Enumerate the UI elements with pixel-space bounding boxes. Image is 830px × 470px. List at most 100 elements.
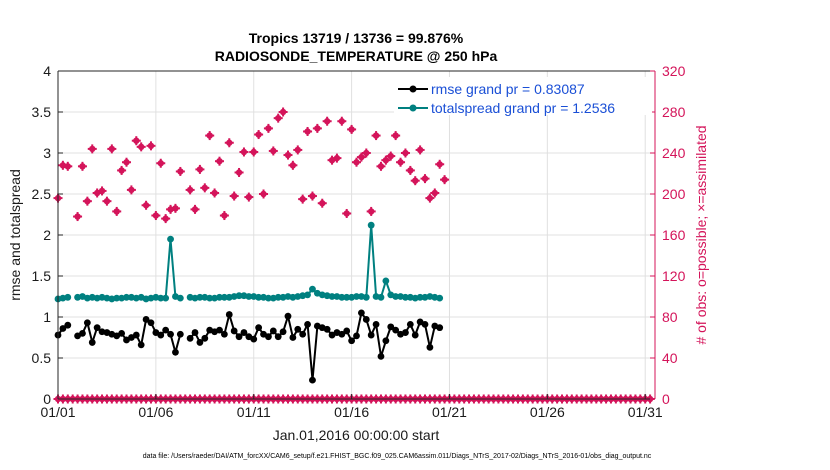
obs-possible-point bbox=[102, 196, 112, 206]
obs-possible-point bbox=[312, 123, 322, 133]
rmse-series bbox=[54, 309, 444, 384]
obs-possible-point bbox=[117, 165, 127, 175]
obs-possible-point bbox=[400, 148, 410, 158]
legend-spread-marker bbox=[409, 104, 417, 112]
obs-possible-point bbox=[410, 176, 420, 186]
spread-point bbox=[353, 293, 360, 300]
obs-possible-point bbox=[268, 146, 278, 156]
rmse-point bbox=[411, 331, 419, 339]
rmse-point bbox=[284, 312, 292, 320]
rmse-point bbox=[392, 326, 400, 334]
y-left-tick-label: 2 bbox=[43, 227, 51, 243]
obs-possible-point bbox=[195, 164, 205, 174]
rmse-point bbox=[147, 319, 155, 327]
spread-point bbox=[162, 294, 170, 302]
spread-point bbox=[64, 293, 72, 301]
obs-possible-point bbox=[126, 185, 136, 195]
rmse-point bbox=[426, 343, 434, 351]
rmse-point bbox=[323, 325, 331, 333]
obs-possible-point bbox=[435, 159, 445, 169]
obs-possible-point bbox=[278, 107, 288, 117]
x-tick-label: 01/21 bbox=[432, 404, 467, 420]
y-right-tick-label: 200 bbox=[662, 186, 686, 202]
spread-point bbox=[157, 294, 165, 302]
y-right-tick-label: 120 bbox=[662, 268, 686, 284]
spread-point bbox=[367, 221, 375, 229]
obs-possible-point bbox=[440, 175, 450, 185]
rmse-point bbox=[167, 330, 174, 338]
spread-point bbox=[220, 293, 228, 301]
spread-point bbox=[343, 293, 351, 301]
obs-possible-point bbox=[190, 204, 200, 214]
obs-possible-point bbox=[112, 206, 122, 216]
obs-possible-point bbox=[131, 136, 141, 146]
obs-possible-point bbox=[73, 212, 83, 222]
obs-possible-point bbox=[352, 157, 361, 167]
spread-point bbox=[123, 293, 130, 301]
rmse-point bbox=[348, 337, 356, 345]
legend-rmse-marker bbox=[409, 85, 417, 93]
chart-subtitle: RADIOSONDE_TEMPERATURE @ 250 hPa bbox=[215, 48, 498, 64]
obs-possible-point bbox=[161, 214, 171, 224]
ticks: 01/01 01/06 01/11 01/16 01/21 01/26 01/3100.51… bbox=[32, 63, 686, 420]
obs-possible-point bbox=[361, 148, 371, 158]
rmse-point bbox=[157, 331, 165, 339]
x-tick-label: 01/26 bbox=[530, 404, 565, 420]
obs-possible-point bbox=[185, 185, 195, 195]
spread-point bbox=[382, 277, 390, 285]
spread-point bbox=[245, 293, 253, 300]
x-tick-label: 01/01 bbox=[40, 404, 75, 420]
rmse-point bbox=[142, 316, 150, 323]
obs-possible-point bbox=[356, 152, 366, 162]
rmse-point bbox=[353, 332, 360, 340]
y-right-tick-label: 240 bbox=[662, 145, 686, 161]
rmse-point bbox=[235, 333, 243, 341]
obs-possible-point bbox=[283, 150, 293, 160]
y-left-tick-label: 2.5 bbox=[32, 186, 52, 202]
spread-point bbox=[436, 294, 444, 302]
obs-possible-point bbox=[371, 131, 381, 141]
y-left-tick-label: 1.5 bbox=[32, 268, 52, 284]
rmse-point bbox=[279, 328, 287, 336]
y-axis-right-label: # of obs: o=possible; ×=assimilated bbox=[693, 125, 709, 344]
obs-possible-point bbox=[420, 174, 430, 184]
obs-possible-point bbox=[170, 203, 180, 213]
obs-possible-point bbox=[214, 156, 224, 166]
spread-point bbox=[274, 293, 282, 301]
spread-point bbox=[235, 292, 243, 300]
rmse-point bbox=[274, 333, 282, 341]
obs-possible-point bbox=[210, 188, 220, 198]
spread-point bbox=[167, 235, 174, 243]
rmse-point bbox=[230, 327, 238, 335]
spread-point bbox=[362, 293, 370, 301]
obs-possible-point bbox=[87, 144, 97, 154]
spread-point bbox=[402, 293, 409, 301]
legend: rmse grand pr = 0.83087 totalspread gran… bbox=[394, 77, 652, 116]
rmse-point bbox=[201, 334, 209, 342]
obs-possible-point bbox=[244, 192, 254, 202]
y-left-tick-label: 3.5 bbox=[32, 104, 52, 120]
rmse-point bbox=[240, 329, 248, 336]
obs-possible-point bbox=[63, 161, 73, 171]
rmse-point bbox=[372, 320, 380, 328]
x-tick-label: 01/11 bbox=[237, 404, 271, 420]
obs-possible-point bbox=[259, 189, 269, 199]
chart-title: Tropics 13719 / 13736 = 99.876% bbox=[249, 30, 464, 46]
spread-point bbox=[113, 294, 121, 302]
rmse-point bbox=[118, 330, 126, 337]
x-tick-label: 01/06 bbox=[138, 404, 173, 420]
legend-rmse-label: rmse grand pr = 0.83087 bbox=[431, 81, 585, 97]
rmse-point bbox=[216, 326, 223, 334]
spread-point bbox=[338, 293, 346, 301]
y-right-tick-label: 80 bbox=[662, 309, 678, 325]
obs-possible-point bbox=[77, 161, 87, 171]
obs-possible-point bbox=[146, 141, 156, 151]
obs-possible-point bbox=[391, 131, 401, 141]
rmse-point bbox=[225, 311, 233, 318]
obs-possible-point bbox=[107, 144, 117, 154]
obs-possible-point bbox=[337, 116, 347, 126]
y-left-tick-label: 1 bbox=[43, 309, 51, 325]
rmse-point bbox=[255, 324, 263, 332]
y-right-tick-label: 0 bbox=[662, 391, 670, 407]
